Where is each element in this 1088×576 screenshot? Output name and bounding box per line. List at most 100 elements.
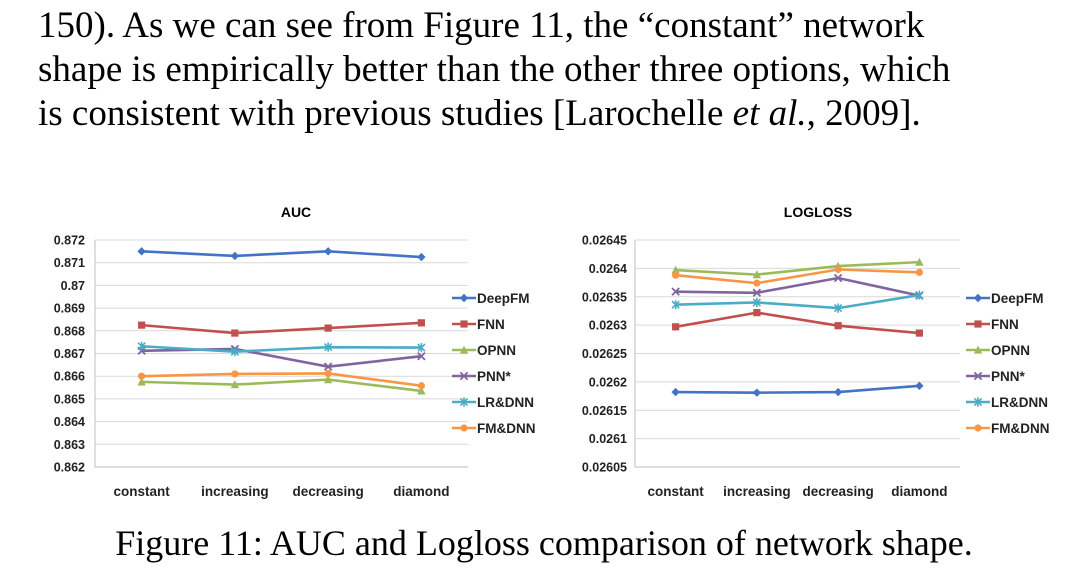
caption-text: AUC and Logloss comparison of network sh… xyxy=(262,523,973,563)
logloss-x-tick-label: decreasing xyxy=(802,484,873,499)
logloss-legend-opnn-marker xyxy=(973,345,983,354)
auc-series-fm-dnn-point xyxy=(324,369,332,378)
auc-y-tick-label: 0.87 xyxy=(61,279,85,293)
auc-x-tick-label: constant xyxy=(113,484,170,499)
auc-series-opnn-point xyxy=(230,380,240,389)
figure-11-charts: AUC 0.872 0.871 0.87 0.869 0.868 0.867 0.866 0.8… xyxy=(54,204,1050,499)
logloss-series-deepfm-line xyxy=(675,384,920,394)
logloss-series-fnn-point xyxy=(834,322,842,330)
auc-series-lr-dnn-point xyxy=(230,347,240,357)
logloss-y-tick-label: 0.0262 xyxy=(589,375,627,389)
auc-series-opnn-point xyxy=(323,375,333,384)
auc-x-tick-label: diamond xyxy=(393,484,449,499)
auc-y-tick-label: 0.867 xyxy=(54,347,85,361)
logloss-series-fm-dnn-line xyxy=(675,268,920,285)
logloss-legend-fm-dnn-label: FM&DNN xyxy=(991,421,1050,436)
citation-et-al: et al. xyxy=(732,93,807,134)
auc-y-tick-label: 0.872 xyxy=(54,234,85,248)
auc-legend-fm-dnn-marker xyxy=(460,424,468,432)
auc-legend-fnn-marker xyxy=(460,320,468,328)
logloss-chart: LOGLOSS 0.02645 0.0264 0.02635 0.0263 0.02625… xyxy=(582,204,1050,499)
logloss-series-lr-dnn-point xyxy=(833,303,843,313)
body-paragraph: 150). As we can see from Figure 11, the … xyxy=(38,4,1078,136)
auc-legend-pnn-label: PNN* xyxy=(477,369,512,384)
logloss-series-pnn-point xyxy=(752,288,762,298)
auc-legend-lr-dnn-marker xyxy=(459,397,469,407)
paragraph-line-3: is consistent with previous studies [Lar… xyxy=(38,92,1078,136)
auc-series-opnn-point xyxy=(417,386,426,395)
logloss-series-fm-dnn-point xyxy=(834,265,842,274)
logloss-series-lr-dnn-point xyxy=(752,297,762,308)
auc-legend-lr-dnn-label: LR&DNN xyxy=(477,395,534,410)
auc-x-tick-label: increasing xyxy=(201,484,269,499)
auc-y-tick-label: 0.866 xyxy=(54,370,85,384)
logloss-series-pnn-line xyxy=(675,276,920,297)
auc-y-tick-label: 0.868 xyxy=(54,324,85,338)
auc-legend-deepfm-label: DeepFM xyxy=(477,291,530,306)
auc-series-lr-dnn-point xyxy=(137,341,146,351)
auc-series-fnn-point xyxy=(231,329,239,337)
auc-series-lr-dnn-point xyxy=(323,342,333,352)
logloss-series-fnn-point xyxy=(753,309,761,317)
auc-series-lr-dnn-point xyxy=(417,342,426,353)
auc-chart-title: AUC xyxy=(281,204,311,220)
auc-chart: AUC 0.872 0.871 0.87 0.869 0.868 0.867 0.866 0.8… xyxy=(54,204,536,499)
auc-y-tick-label: 0.871 xyxy=(54,256,85,270)
logloss-legend-fnn-marker xyxy=(974,320,982,328)
auc-series-fnn-point xyxy=(138,321,146,329)
paragraph-line-3-start: is consistent with previous studies [Lar… xyxy=(38,93,733,134)
auc-series-fm-dnn-point xyxy=(417,382,425,390)
auc-series-deepfm-point xyxy=(323,247,333,256)
auc-series-fnn-point xyxy=(417,319,425,327)
auc-y-tick-label: 0.864 xyxy=(54,415,85,429)
auc-legend-fnn-label: FNN xyxy=(477,317,505,332)
logloss-series-deepfm-point xyxy=(833,387,843,397)
logloss-x-tick-label: diamond xyxy=(891,484,947,499)
logloss-series-deepfm-point xyxy=(671,387,680,397)
auc-series-fm-dnn-point xyxy=(138,372,146,380)
auc-series-opnn-line xyxy=(141,378,422,393)
logloss-series-lr-dnn-point xyxy=(915,290,924,300)
logloss-x-tick-label: increasing xyxy=(723,484,791,499)
logloss-legend-pnn-label: PNN* xyxy=(991,369,1026,384)
auc-series-pnn-line xyxy=(141,347,422,368)
logloss-series-fm-dnn-point xyxy=(915,268,923,276)
logloss-y-tick-label: 0.02625 xyxy=(582,347,627,361)
logloss-series-opnn-point xyxy=(671,265,680,274)
auc-y-tick-label: 0.862 xyxy=(54,461,85,475)
auc-y-tick-label: 0.865 xyxy=(54,392,85,406)
logloss-legend-deepfm-label: DeepFM xyxy=(991,291,1044,306)
logloss-series-lr-dnn-line xyxy=(675,293,920,310)
auc-series-fnn-point xyxy=(324,324,332,332)
paragraph-line-1: 150). As we can see from Figure 11, the … xyxy=(38,5,925,46)
logloss-legend-deepfm-marker xyxy=(973,293,983,303)
auc-y-tick-label: 0.869 xyxy=(54,302,85,316)
auc-legend-opnn-label: OPNN xyxy=(477,343,516,358)
logloss-series-fnn-point xyxy=(672,323,680,331)
logloss-series-fm-dnn-point xyxy=(672,271,680,279)
auc-x-tick-label: decreasing xyxy=(292,484,363,499)
logloss-legend-pnn-marker xyxy=(973,371,983,381)
caption-label: Figure 11: xyxy=(115,523,263,563)
logloss-legend-lr-dnn-marker xyxy=(973,397,983,407)
logloss-chart-title: LOGLOSS xyxy=(784,204,852,220)
paragraph-line-2: shape is empirically better than the oth… xyxy=(38,49,951,90)
logloss-y-tick-label: 0.02635 xyxy=(582,290,627,304)
logloss-series-fm-dnn-point xyxy=(753,279,761,287)
logloss-series-fnn-line xyxy=(675,311,920,335)
auc-legend-fm-dnn-label: FM&DNN xyxy=(477,421,536,436)
logloss-legend-fnn-label: FNN xyxy=(991,317,1019,332)
logloss-y-tick-label: 0.02645 xyxy=(582,234,627,248)
logloss-y-tick-label: 0.0261 xyxy=(589,432,627,446)
auc-series-deepfm-point xyxy=(417,252,426,262)
figure-caption: Figure 11: AUC and Logloss comparison of… xyxy=(0,521,1088,565)
auc-series-lr-dnn-line xyxy=(141,344,422,353)
auc-series-fm-dnn-point xyxy=(231,370,239,378)
logloss-legend-lr-dnn-label: LR&DNN xyxy=(991,395,1048,410)
auc-series-fnn-line xyxy=(141,321,422,335)
paragraph-line-3-end: , 2009]. xyxy=(806,93,921,134)
logloss-series-deepfm-point xyxy=(752,388,762,397)
logloss-y-tick-label: 0.02615 xyxy=(582,404,627,418)
auc-series-deepfm-point xyxy=(137,247,146,256)
logloss-series-opnn-line xyxy=(675,260,920,276)
